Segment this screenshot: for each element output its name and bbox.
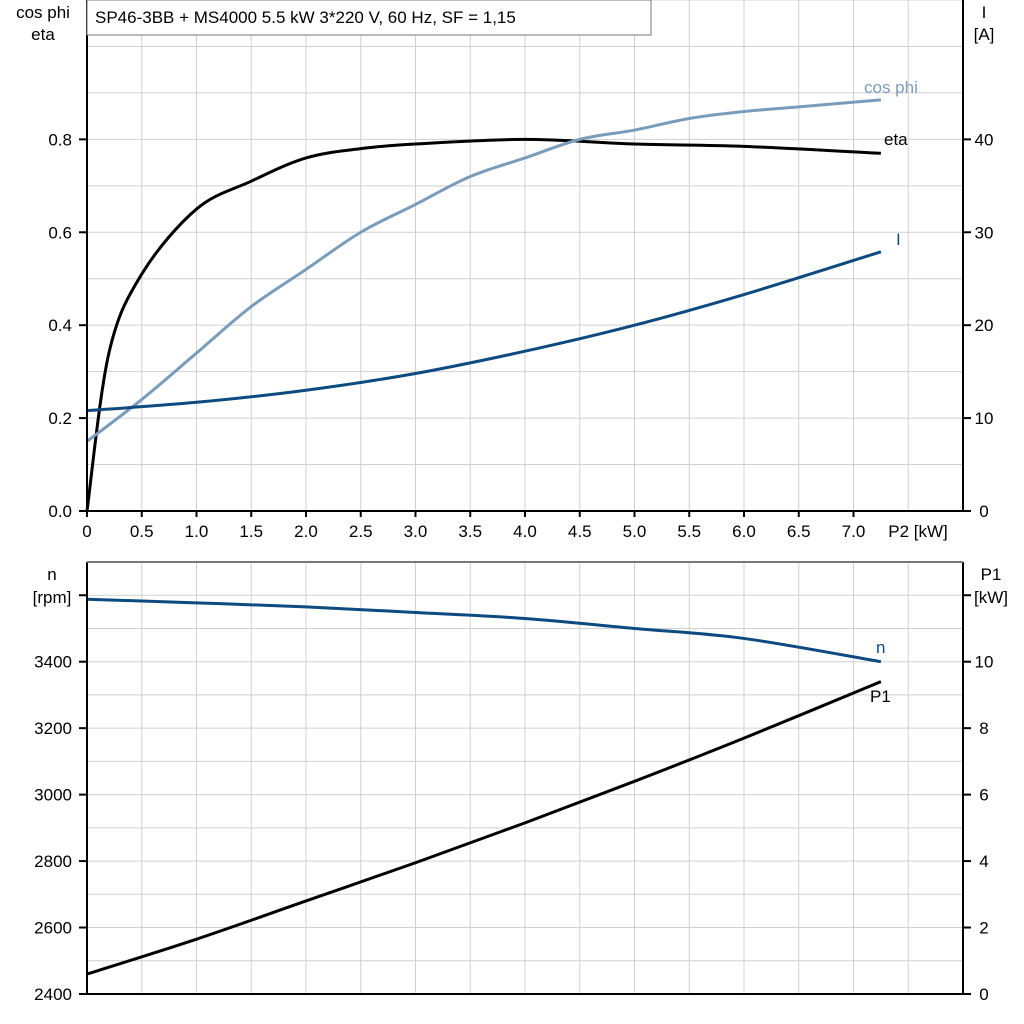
- x-tick-label: 5.5: [677, 522, 701, 541]
- x-tick-label: 6.5: [787, 522, 811, 541]
- legend-n: n: [876, 638, 885, 657]
- y-left-tick-label: 3200: [34, 719, 72, 738]
- legend-eta: eta: [884, 130, 908, 149]
- x-tick-label: 4.0: [513, 522, 537, 541]
- y-right-tick-label: 8: [979, 719, 988, 738]
- y-right-tick-label: 10: [975, 409, 994, 428]
- y-right-tick-label: 2: [979, 919, 988, 938]
- bottom-left-axis-label-1: n: [47, 565, 56, 584]
- y-right-tick-label: 0: [979, 985, 988, 1004]
- x-tick-label: 7.0: [842, 522, 866, 541]
- y-left-tick-label: 0.0: [48, 502, 72, 521]
- x-axis-label: P2 [kW]: [888, 522, 948, 541]
- y-left-tick-label: 2600: [34, 919, 72, 938]
- legend-I: I: [896, 230, 901, 249]
- top-left-axis-label-1: cos phi: [16, 3, 70, 22]
- x-tick-label: 4.5: [568, 522, 592, 541]
- y-left-tick-label: 3000: [34, 786, 72, 805]
- bottom-grid: [87, 562, 963, 994]
- curve-n: [86, 597, 882, 664]
- y-left-tick-label: 0.4: [48, 316, 72, 335]
- x-tick-label: 0.5: [130, 522, 154, 541]
- y-right-tick-label: 10: [975, 653, 994, 672]
- axes: 0 0.5 1.0 1.5 2.0 2.5 3.0 3.5 4.0 4.5 5.0 5.5 6.0 6.5…: [34, 0, 993, 1004]
- curves: [85, 98, 882, 976]
- curve-cos-phi: [86, 98, 882, 443]
- legend-cosphi: cos phi: [864, 78, 918, 97]
- y-left-tick-label: 2800: [34, 852, 72, 871]
- top-left-axis-label-2: eta: [31, 25, 55, 44]
- x-tick-label: 3.0: [404, 522, 428, 541]
- top-right-axis-label-2: [A]: [974, 25, 995, 44]
- y-left-tick-label: 2400: [34, 985, 72, 1004]
- y-left-tick-label: 0.2: [48, 409, 72, 428]
- x-tick-label: 5.0: [623, 522, 647, 541]
- y-right-tick-label: 6: [979, 786, 988, 805]
- curve-I: [86, 250, 882, 413]
- chart-title: SP46-3BB + MS4000 5.5 kW 3*220 V, 60 Hz,…: [95, 8, 516, 27]
- curve-P1: [86, 680, 882, 976]
- x-tick-label: 1.0: [185, 522, 209, 541]
- bottom-right-axis-label-2: [kW]: [974, 588, 1008, 607]
- x-tick-label: 2.0: [294, 522, 318, 541]
- curve-eta: [85, 137, 881, 512]
- x-tick-label: 1.5: [239, 522, 263, 541]
- y-left-tick-label: 0.8: [48, 130, 72, 149]
- y-right-tick-label: 0: [979, 502, 988, 521]
- y-right-tick-label: 40: [975, 130, 994, 149]
- bottom-right-axis-label-1: P1: [981, 565, 1002, 584]
- top-grid: [87, 0, 963, 511]
- y-left-tick-label: 0.6: [48, 223, 72, 242]
- y-right-tick-label: 30: [975, 223, 994, 242]
- x-tick-label: 0: [82, 522, 91, 541]
- legend-P1: P1: [870, 687, 891, 706]
- top-right-axis-label-1: I: [982, 3, 987, 22]
- bottom-left-axis-label-2: [rpm]: [33, 588, 72, 607]
- y-left-tick-label: 3400: [34, 653, 72, 672]
- y-right-tick-label: 20: [975, 316, 994, 335]
- x-tick-label: 6.0: [732, 522, 756, 541]
- title-box: [86, 0, 652, 36]
- x-tick-label: 3.5: [458, 522, 482, 541]
- y-right-tick-label: 4: [979, 852, 988, 871]
- x-tick-label: 2.5: [349, 522, 373, 541]
